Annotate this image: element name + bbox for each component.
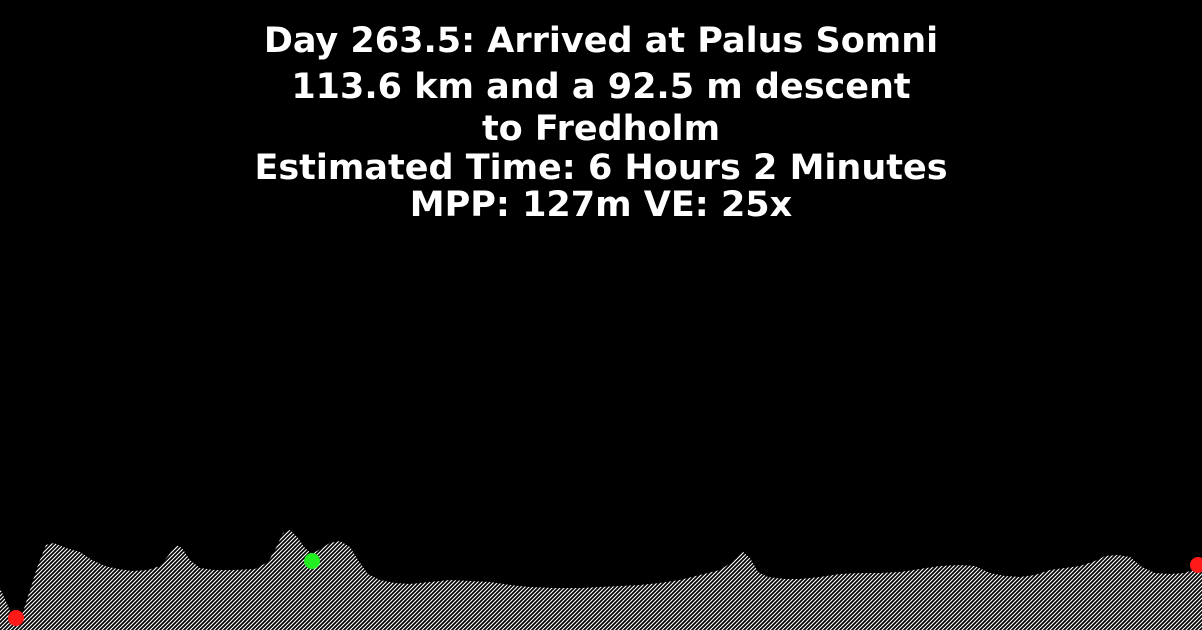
end-point-marker [1190, 557, 1202, 573]
current-position-marker [304, 553, 320, 569]
destination-text: to Fredholm [481, 109, 721, 149]
mpp-ve-text: MPP: 127m VE: 25x [409, 185, 793, 225]
terrain-area [0, 530, 1202, 630]
estimated-time-text: Estimated Time: 6 Hours 2 Minutes [254, 148, 948, 188]
route-summary: Day 263.5: Arrived at Palus Somni 113.6 … [0, 20, 1202, 226]
distance-descent-text: 113.6 km and a 92.5 m descent [291, 67, 911, 107]
start-point-marker [8, 610, 24, 626]
day-arrival-title: Day 263.5: Arrived at Palus Somni [263, 21, 939, 61]
